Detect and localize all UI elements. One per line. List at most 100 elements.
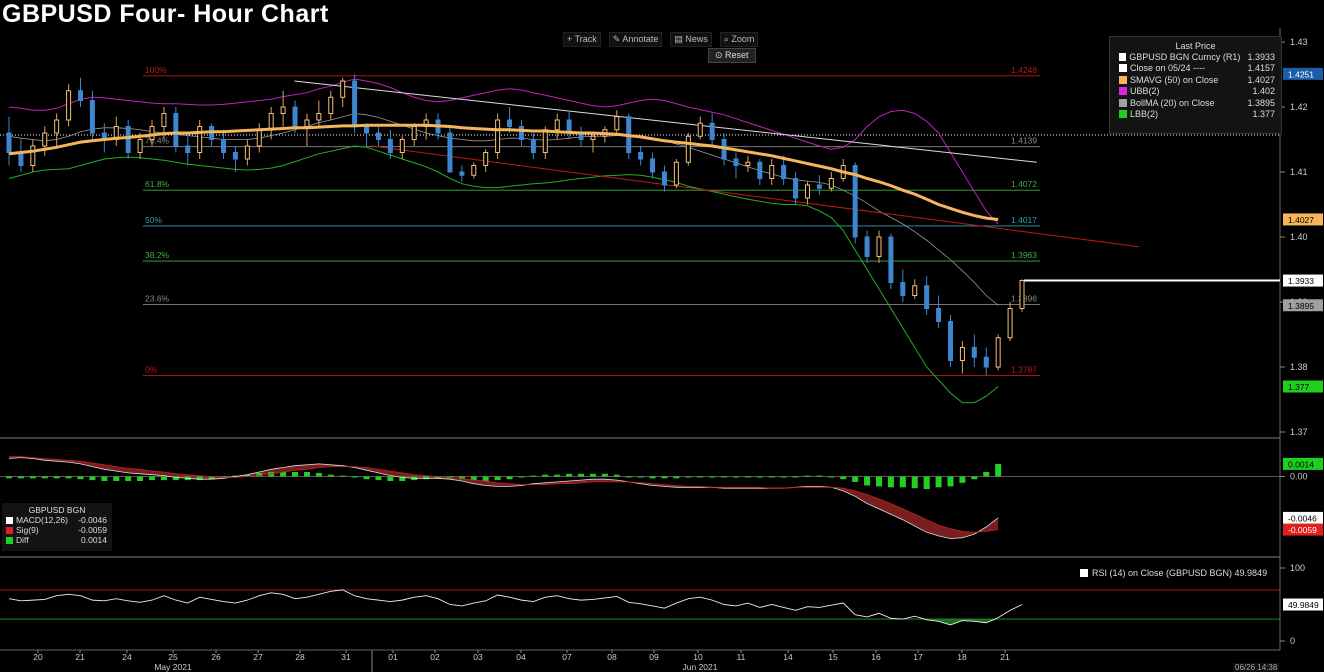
candle-body [197,126,203,153]
macd-histogram-bar [613,474,620,477]
x-tick-label: 11 [737,652,746,662]
y-tick-label: 1.37 [1290,427,1308,437]
candle-body [912,285,918,296]
candle-body [89,100,95,134]
candle-body [983,356,989,368]
legend-name: SMAVG (50) on Close [1130,74,1219,85]
axis-value-label: 49.9849 [1288,600,1319,610]
candle-body [673,161,679,186]
macd-histogram-bar [137,476,144,481]
candle-body [256,129,262,147]
macd-histogram-bar [601,473,608,477]
candle-body [137,139,143,153]
macd-legend-swatch [6,516,13,524]
fib-level-label: 23.6% [145,294,170,304]
news-button[interactable]: ▤ News [670,32,712,47]
macd-histogram-bar [6,476,12,479]
candle-body [66,90,72,121]
axis-value-badge [1283,598,1323,611]
macd-histogram-bar [768,476,775,478]
candle-body [697,122,703,137]
legend-value: 1.4027 [1247,74,1275,85]
x-tick-label: 20 [33,652,43,662]
x-tick-label: 24 [122,652,132,662]
candle-body [852,165,858,238]
candle-body [828,178,834,189]
macd-histogram-bar [458,476,465,480]
rsi-swatch [1080,569,1088,577]
axis-value-label: 1.3895 [1288,301,1314,311]
axis-value-label: -0.0046 [1288,513,1317,523]
macd-line [8,457,999,540]
rsi-legend-label: RSI (14) on Close (GBPUSD BGN) 49.9849 [1092,568,1268,578]
candle-body [411,126,417,140]
macd-histogram-bar [65,476,72,479]
axis-value-label: 1.3933 [1288,276,1314,286]
fib-level-label: 50% [145,215,162,225]
rsi-y-tick-label: 0 [1290,636,1295,646]
x-tick-label: 21 [1000,652,1010,662]
axis-value-label: -0.0059 [1288,525,1317,535]
axis-value-badge [1283,213,1323,226]
macd-histogram-bar [172,476,179,481]
fib-price-label: 1.3787 [1011,364,1037,374]
rsi-legend: RSI (14) on Close (GBPUSD BGN) 49.9849 [1080,568,1267,578]
macd-histogram-bar [744,476,751,478]
y-tick-label: 1.42 [1290,102,1308,112]
x-tick-label: 04 [516,652,526,662]
macd-histogram-bar [792,476,799,478]
candle-body [30,145,36,166]
legend-value: 1.377 [1252,109,1275,120]
annotate-button[interactable]: ✎ Annotate [608,32,663,47]
macd-histogram-bar [995,463,1002,477]
macd-histogram-bar [244,474,251,477]
macd-histogram-bar [494,476,501,481]
fib-level-label: 61.8% [145,179,170,189]
candle-body [292,106,298,127]
candle-body [495,119,501,153]
legend-row: BollMA (20) on Close 1.3895 [1110,97,1281,109]
macd-histogram-bar [41,476,48,479]
axis-value-label: 1.4251 [1288,69,1314,79]
legend-swatch [1119,87,1127,96]
macd-histogram-bar [29,476,36,479]
macd-histogram-bar [709,476,716,478]
legend-name: Close on 05/24 ---- [1130,63,1206,74]
candle-body [149,126,155,140]
macd-histogram-bar [947,476,954,487]
zoom-button[interactable]: ⌕ Zoom [719,32,759,47]
candle-body [244,145,250,160]
candle-body [280,106,286,114]
legend-row: UBB(2) 1.402 [1110,86,1281,98]
legend-swatch [1119,52,1127,61]
candle-body [995,337,1001,368]
track-label: Track [574,34,597,44]
macd-histogram-bar [923,476,930,490]
macd-histogram-bar [875,476,882,487]
macd-histogram-bar [721,476,728,478]
macd-histogram-bar [375,476,382,481]
track-button[interactable]: + Track [563,32,601,47]
macd-histogram-bar [840,476,847,480]
macd-histogram-bar [661,476,668,479]
legend-swatch [1119,64,1127,73]
candle-body [185,145,191,153]
candle-body [18,152,24,166]
candle-body [340,80,346,98]
candle-body [507,119,513,127]
candle-body [757,161,763,179]
macd-histogram-bar [113,476,120,481]
macd-legend-swatch [6,526,13,534]
candle-body [268,113,274,131]
x-tick-label: 31 [341,652,351,662]
candle-body [173,113,179,147]
candle-body [316,113,322,121]
candle-body [54,119,60,134]
macd-histogram-bar [971,476,978,480]
candle-body [375,132,381,140]
macd-histogram-bar [101,476,108,481]
reset-button[interactable]: ⊙ Reset [708,48,756,63]
legend-swatch [1119,110,1127,119]
macd-histogram-bar [339,475,346,477]
